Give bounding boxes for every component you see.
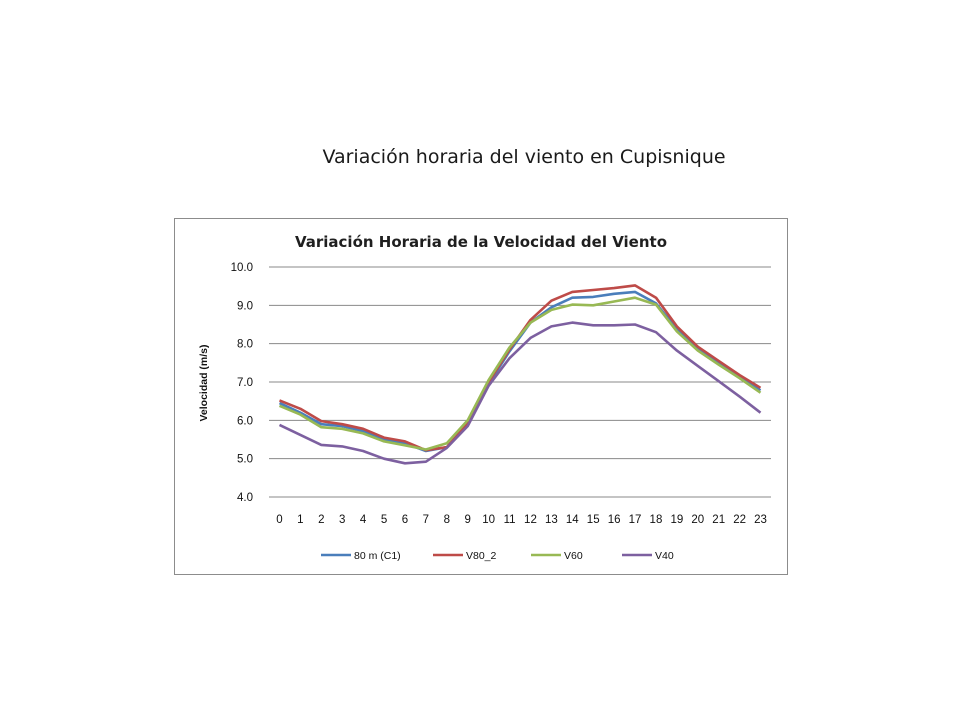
x-tick-label: 6 <box>402 514 408 526</box>
x-tick-label: 18 <box>650 514 663 526</box>
x-tick-labels: 0 1 2 3 4 5 6 7 8 9 10 11 12 13 14 15 16 17 18 19 20 21 22 23 <box>276 514 767 526</box>
x-tick-label: 17 <box>629 514 642 526</box>
x-tick-label: 8 <box>444 514 450 526</box>
y-tick-label: 10.0 <box>231 262 253 274</box>
wind-speed-line-chart: Variación Horaria de la Velocidad del Vi… <box>198 233 771 562</box>
legend-entry: V40 <box>655 550 674 562</box>
series-line <box>279 284 762 452</box>
series-lines <box>278 284 762 465</box>
y-tick-label: 7.0 <box>237 377 253 389</box>
legend-entry: 80 m (C1) <box>354 550 401 562</box>
x-tick-label: 9 <box>465 514 471 526</box>
x-tick-label: 20 <box>691 514 704 526</box>
y-tick-label: 5.0 <box>237 454 253 466</box>
legend: 80 m (C1) V80_2 V60 V40 <box>321 550 674 562</box>
y-tick-label: 6.0 <box>237 415 253 427</box>
x-tick-label: 22 <box>733 514 746 526</box>
x-tick-label: 5 <box>381 514 387 526</box>
x-tick-label: 16 <box>608 514 621 526</box>
chart-title: Variación Horaria de la Velocidad del Vi… <box>295 233 667 251</box>
x-tick-label: 2 <box>318 514 324 526</box>
series-line <box>278 296 762 451</box>
gridlines <box>269 266 771 498</box>
y-tick-label: 8.0 <box>237 339 253 351</box>
x-tick-label: 10 <box>482 514 495 526</box>
x-tick-label: 7 <box>423 514 429 526</box>
x-tick-label: 14 <box>566 514 579 526</box>
legend-entry: V60 <box>564 550 583 562</box>
x-tick-label: 15 <box>587 514 600 526</box>
x-tick-label: 23 <box>754 514 767 526</box>
x-tick-label: 12 <box>524 514 537 526</box>
x-tick-label: 0 <box>276 514 282 526</box>
x-tick-label: 19 <box>670 514 683 526</box>
x-tick-label: 4 <box>360 514 367 526</box>
y-tick-label: 4.0 <box>237 492 253 504</box>
x-tick-label: 21 <box>712 514 725 526</box>
series-line <box>278 321 762 465</box>
y-tick-label: 9.0 <box>237 300 253 312</box>
x-tick-label: 13 <box>545 514 558 526</box>
slide-title: Variación horaria del viento en Cupisniq… <box>322 146 726 168</box>
x-tick-label: 1 <box>297 514 303 526</box>
y-tick-labels: 4.0 5.0 6.0 7.0 8.0 9.0 10.0 <box>231 262 253 504</box>
legend-entry: V80_2 <box>466 550 497 562</box>
x-tick-label: 3 <box>339 514 345 526</box>
chart-frame: Variación Horaria de la Velocidad del Vi… <box>174 218 788 575</box>
y-axis-label: Velocidad (m/s) <box>198 344 210 421</box>
x-tick-label: 11 <box>504 514 516 526</box>
